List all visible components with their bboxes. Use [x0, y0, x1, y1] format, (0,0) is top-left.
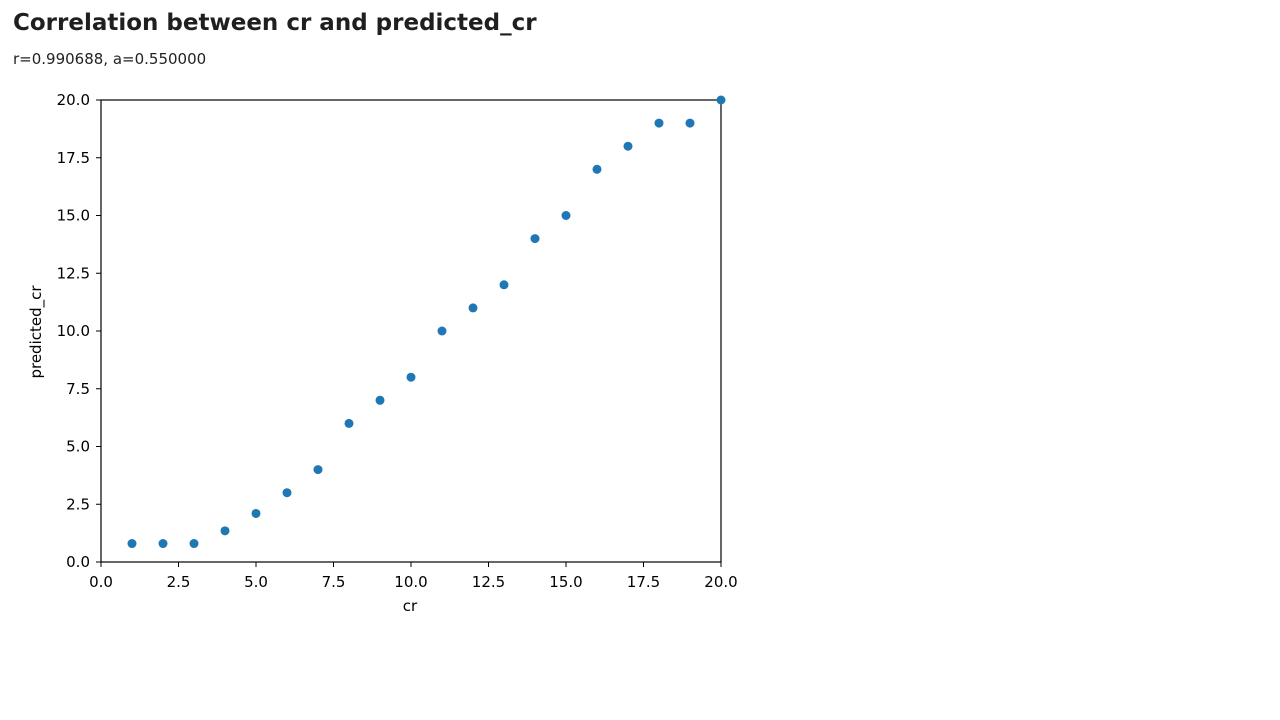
- data-point: [158, 539, 168, 549]
- data-point: [251, 508, 261, 518]
- data-point: [499, 280, 509, 290]
- y-tick-label: 2.5: [66, 495, 90, 513]
- data-point: [282, 488, 292, 498]
- y-tick-label: 20.0: [57, 91, 90, 109]
- y-tick-label: 12.5: [57, 264, 90, 282]
- data-point: [468, 303, 478, 313]
- x-tick-label: 15.0: [549, 573, 582, 591]
- data-point: [716, 95, 726, 105]
- chart-axes: 0.0 2.5 5.0 7.5 10.0 12.5 15.0 17.5 20.0 0.0 2.5 5.…: [57, 91, 738, 591]
- x-axis-label: cr: [403, 597, 418, 615]
- data-point: [592, 164, 602, 174]
- y-axis-label: predicted_cr: [27, 285, 46, 379]
- x-tick-label: 20.0: [704, 573, 737, 591]
- data-point: [623, 141, 633, 151]
- x-tick-label: 2.5: [167, 573, 191, 591]
- data-point: [344, 418, 354, 428]
- y-tick-label: 15.0: [57, 207, 90, 225]
- x-tick-label: 10.0: [394, 573, 427, 591]
- y-tick-label: 5.0: [66, 438, 90, 456]
- page-title: Correlation between cr and predicted_cr: [13, 10, 537, 36]
- data-point: [375, 395, 385, 405]
- y-tick-label: 17.5: [57, 149, 90, 167]
- data-point: [127, 539, 137, 549]
- data-point: [685, 118, 695, 128]
- data-point: [313, 465, 323, 475]
- data-point: [220, 526, 230, 536]
- y-tick-label: 10.0: [57, 322, 90, 340]
- data-point: [189, 539, 199, 549]
- y-tick-label: 7.5: [66, 380, 90, 398]
- y-tick-label: 0.0: [66, 553, 90, 571]
- data-point: [530, 234, 540, 244]
- x-tick-label: 5.0: [244, 573, 268, 591]
- data-point: [654, 118, 664, 128]
- data-point: [406, 372, 416, 382]
- stats-subtitle: r=0.990688, a=0.550000: [13, 50, 207, 68]
- chart-points: [127, 95, 726, 549]
- x-tick-label: 12.5: [472, 573, 505, 591]
- data-point: [437, 326, 447, 336]
- x-tick-label: 0.0: [89, 573, 113, 591]
- x-tick-label: 17.5: [627, 573, 660, 591]
- plot-frame: [100, 99, 722, 563]
- x-tick-label: 7.5: [322, 573, 346, 591]
- data-point: [561, 211, 571, 220]
